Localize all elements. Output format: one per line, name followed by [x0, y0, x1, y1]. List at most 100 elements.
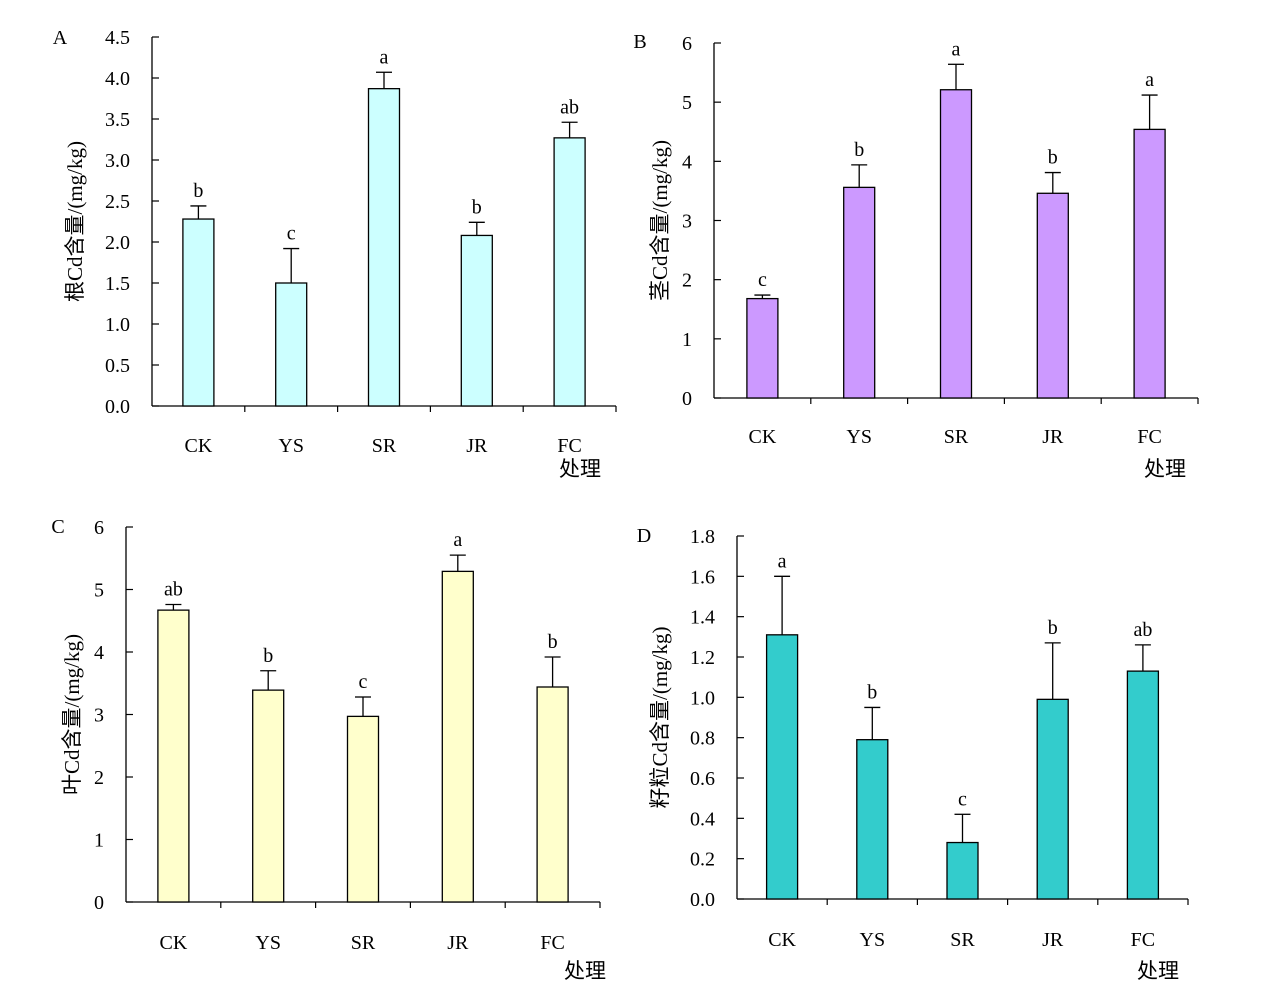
bar: [856, 739, 889, 900]
bar: [275, 282, 308, 407]
bar: [441, 570, 474, 903]
y-tick-label: 4: [94, 642, 104, 664]
y-tick-label: 6: [682, 33, 692, 55]
panel-letter: B: [633, 31, 646, 53]
bar: [460, 234, 493, 407]
significance-label: b: [854, 139, 864, 161]
category-label: YS: [278, 435, 304, 457]
panel-letter: C: [51, 516, 64, 538]
bar: [1126, 670, 1160, 900]
significance-label: b: [867, 681, 877, 703]
panel-letter: A: [53, 27, 68, 49]
significance-label: ab: [560, 96, 579, 118]
category-label: SR: [372, 435, 397, 457]
bar: [367, 88, 401, 407]
category-label: YS: [255, 932, 281, 954]
category-label: JR: [1042, 426, 1064, 448]
category-label: FC: [1137, 426, 1161, 448]
category-label: FC: [557, 435, 581, 457]
significance-label: a: [453, 529, 462, 551]
y-tick-label: 5: [682, 92, 692, 114]
y-tick-label: 4: [682, 151, 692, 173]
significance-label: a: [952, 38, 961, 60]
panel-d: D 0.0 0.2 0.4 0.6 0.8 1.0 1.2 1.4 1.6 1.8 a CK b YS c SR…: [637, 525, 1189, 983]
category-label: CK: [749, 426, 777, 448]
category-label: SR: [950, 929, 975, 951]
y-axis-label: 根Cd含量/(mg/kg): [63, 141, 87, 302]
y-tick-label: 1: [682, 329, 692, 351]
y-tick-label: 0.0: [105, 396, 130, 418]
significance-label: a: [778, 550, 787, 572]
bar: [346, 715, 380, 903]
significance-label: c: [958, 788, 967, 810]
panel-letter: D: [637, 525, 651, 547]
y-tick-label: 4.0: [105, 68, 130, 90]
significance-label: b: [193, 180, 203, 202]
y-tick-label: 2.5: [105, 191, 130, 213]
y-tick-label: 3: [94, 705, 104, 727]
significance-label: ab: [1133, 619, 1152, 641]
y-tick-label: 0.0: [690, 889, 715, 911]
category-label: FC: [540, 932, 564, 954]
y-tick-label: 0: [682, 388, 692, 410]
y-tick-label: 1.5: [105, 273, 130, 295]
y-tick-label: 2: [94, 767, 104, 789]
significance-label: a: [1145, 69, 1154, 91]
panel-b: B 0 1 2 3 4 5 6 c CK b YS a SR b JR a FC 茎Cd含量/(mg/kg) 处理: [633, 31, 1199, 481]
category-label: CK: [185, 435, 213, 457]
y-tick-label: 1.2: [690, 647, 715, 669]
category-label: YS: [846, 426, 872, 448]
y-tick-label: 1.4: [690, 607, 715, 629]
significance-label: ab: [164, 579, 183, 601]
category-label: FC: [1131, 929, 1155, 951]
x-axis-label: 处理: [1137, 959, 1179, 983]
bar: [946, 841, 979, 900]
y-tick-label: 1.6: [690, 566, 715, 588]
bar: [1036, 698, 1069, 900]
y-tick-label: 4.5: [105, 27, 130, 49]
y-tick-label: 5: [94, 580, 104, 602]
y-tick-label: 0.6: [690, 768, 715, 790]
bar: [1133, 128, 1166, 399]
y-tick-label: 1.0: [105, 314, 130, 336]
panel-a: A 0.0 0.5 1.0 1.5 2.0 2.5 3.0 3.5 4.0 4.5 b CK c YS a SR…: [53, 27, 617, 481]
significance-label: c: [359, 671, 368, 693]
y-tick-label: 1.8: [690, 526, 715, 548]
y-tick-label: 2: [682, 270, 692, 292]
significance-label: c: [758, 269, 767, 291]
bar: [939, 89, 973, 399]
significance-label: c: [287, 223, 296, 245]
y-tick-label: 1: [94, 830, 104, 852]
bar: [765, 634, 799, 900]
bar: [252, 689, 285, 903]
y-tick-label: 0.5: [105, 355, 130, 377]
bar: [182, 218, 215, 407]
significance-label: b: [263, 645, 273, 667]
y-tick-label: 0.2: [690, 849, 715, 871]
category-label: JR: [466, 435, 488, 457]
category-label: CK: [160, 932, 188, 954]
x-axis-label: 处理: [1144, 457, 1186, 481]
category-label: JR: [1042, 929, 1064, 951]
category-label: SR: [351, 932, 376, 954]
x-axis-label: 处理: [559, 457, 601, 481]
bar: [843, 186, 876, 399]
y-tick-label: 0: [94, 892, 104, 914]
y-tick-label: 0.8: [690, 728, 715, 750]
bar: [157, 609, 190, 903]
x-axis-label: 处理: [564, 959, 606, 983]
bar: [536, 686, 569, 903]
significance-label: b: [472, 196, 482, 218]
panel-c: C 0 1 2 3 4 5 6 ab CK b YS c SR a JR b FC 叶Cd含量/(mg/kg) 处理: [51, 516, 606, 983]
significance-label: b: [1048, 147, 1058, 169]
bar: [1036, 192, 1069, 399]
y-tick-label: 2.0: [105, 232, 130, 254]
category-label: SR: [944, 426, 969, 448]
significance-label: b: [1048, 617, 1058, 639]
y-axis-label: 茎Cd含量/(mg/kg): [648, 140, 672, 301]
y-tick-label: 6: [94, 517, 104, 539]
y-axis-label: 叶Cd含量/(mg/kg): [60, 634, 84, 795]
category-label: JR: [447, 932, 469, 954]
bar: [746, 297, 779, 399]
